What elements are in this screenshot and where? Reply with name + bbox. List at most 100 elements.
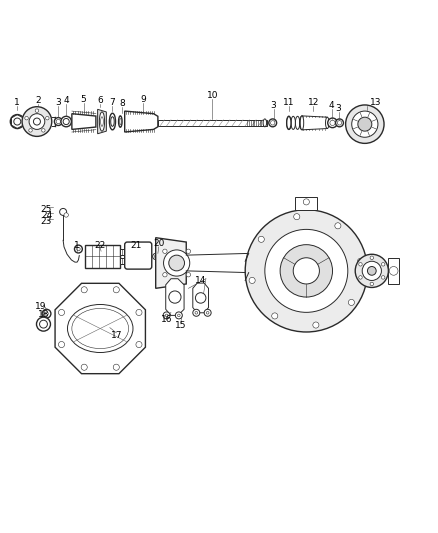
Circle shape	[389, 266, 398, 275]
Polygon shape	[155, 238, 186, 288]
Circle shape	[204, 309, 211, 316]
Text: 3: 3	[271, 101, 276, 110]
Ellipse shape	[325, 117, 329, 128]
Ellipse shape	[300, 116, 304, 130]
Circle shape	[35, 109, 39, 112]
Text: 14: 14	[195, 276, 206, 285]
Circle shape	[357, 259, 364, 264]
Circle shape	[14, 118, 21, 125]
Circle shape	[25, 116, 28, 120]
Text: 9: 9	[140, 95, 146, 104]
Circle shape	[381, 276, 385, 279]
Circle shape	[186, 272, 191, 277]
Text: 17: 17	[111, 331, 122, 340]
Circle shape	[265, 229, 348, 312]
Circle shape	[45, 312, 48, 316]
Ellipse shape	[287, 116, 291, 130]
Circle shape	[335, 223, 341, 229]
Circle shape	[271, 120, 275, 125]
Circle shape	[22, 107, 52, 136]
Text: 16: 16	[161, 315, 173, 324]
Ellipse shape	[300, 116, 304, 130]
Circle shape	[346, 105, 384, 143]
Text: 1: 1	[74, 241, 80, 250]
Circle shape	[249, 277, 255, 284]
Circle shape	[359, 263, 362, 266]
Polygon shape	[166, 279, 184, 316]
Circle shape	[206, 311, 209, 314]
Ellipse shape	[72, 309, 129, 349]
Text: 19: 19	[35, 302, 46, 311]
Text: 3: 3	[56, 98, 61, 107]
Bar	[120, 258, 142, 264]
Text: 12: 12	[307, 98, 319, 107]
Circle shape	[381, 263, 385, 266]
Text: 2: 2	[35, 96, 41, 105]
Polygon shape	[302, 116, 327, 130]
Circle shape	[58, 309, 64, 316]
Text: 7: 7	[110, 98, 115, 107]
Polygon shape	[98, 109, 106, 134]
Circle shape	[328, 118, 337, 128]
Circle shape	[370, 282, 374, 286]
Ellipse shape	[67, 304, 133, 352]
Ellipse shape	[120, 118, 121, 125]
Polygon shape	[72, 114, 96, 130]
Circle shape	[42, 309, 51, 318]
Circle shape	[177, 314, 180, 317]
Circle shape	[81, 364, 87, 370]
Circle shape	[154, 255, 157, 258]
Polygon shape	[280, 245, 332, 297]
Circle shape	[169, 291, 181, 303]
Circle shape	[370, 256, 374, 260]
Text: 25: 25	[41, 205, 52, 214]
Ellipse shape	[99, 112, 105, 131]
Circle shape	[193, 309, 200, 316]
Circle shape	[195, 311, 198, 314]
Circle shape	[113, 287, 119, 293]
Text: 15: 15	[175, 320, 186, 329]
Circle shape	[352, 111, 378, 138]
Circle shape	[163, 312, 170, 319]
Text: 6: 6	[97, 96, 103, 105]
Circle shape	[165, 314, 168, 317]
Ellipse shape	[295, 116, 300, 130]
Ellipse shape	[287, 116, 291, 130]
Circle shape	[29, 128, 32, 132]
Text: 22: 22	[95, 241, 106, 250]
Circle shape	[113, 364, 119, 370]
Text: 13: 13	[371, 98, 382, 107]
Circle shape	[77, 247, 80, 251]
Text: 5: 5	[81, 95, 87, 104]
Circle shape	[54, 118, 62, 125]
Circle shape	[195, 293, 206, 303]
Polygon shape	[55, 284, 145, 374]
Circle shape	[258, 236, 264, 243]
Bar	[120, 248, 142, 255]
Circle shape	[74, 245, 82, 253]
Ellipse shape	[263, 119, 267, 127]
Text: 1: 1	[14, 98, 20, 107]
Circle shape	[293, 258, 319, 284]
Text: 11: 11	[283, 98, 295, 107]
Circle shape	[152, 253, 159, 260]
Circle shape	[362, 261, 381, 280]
FancyBboxPatch shape	[125, 242, 152, 269]
Text: 24: 24	[41, 212, 52, 220]
Circle shape	[169, 255, 184, 271]
Circle shape	[58, 342, 64, 348]
Circle shape	[61, 116, 71, 127]
Ellipse shape	[291, 116, 295, 130]
Circle shape	[63, 118, 69, 125]
Polygon shape	[295, 197, 317, 210]
Text: 4: 4	[329, 101, 335, 110]
Text: 10: 10	[207, 91, 218, 100]
Text: 21: 21	[131, 241, 142, 250]
Circle shape	[269, 119, 277, 127]
Circle shape	[272, 313, 278, 319]
Circle shape	[56, 119, 60, 124]
Ellipse shape	[101, 117, 103, 126]
Circle shape	[36, 317, 50, 331]
Circle shape	[280, 245, 332, 297]
Polygon shape	[389, 258, 399, 284]
